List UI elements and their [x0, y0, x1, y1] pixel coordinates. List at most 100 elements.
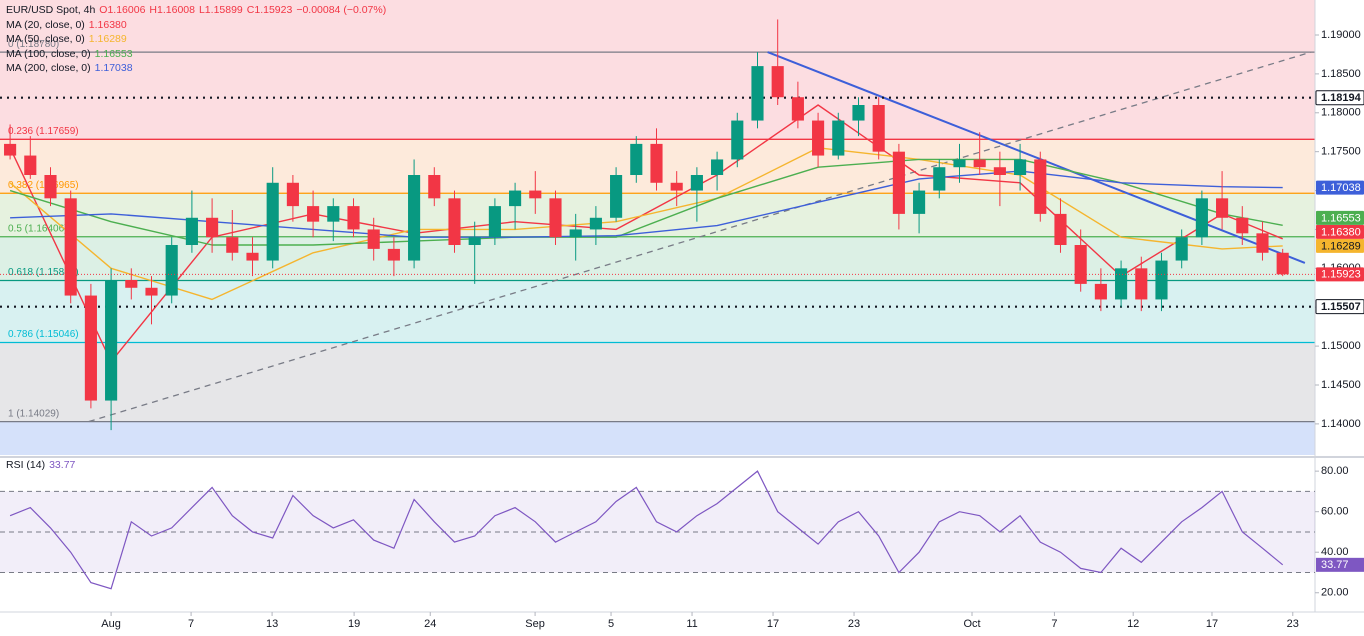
- candle-body: [630, 143, 643, 175]
- rsi-title: RSI (14): [6, 459, 46, 471]
- y-tick-label: 60.00: [1321, 506, 1349, 518]
- legend-name: MA (50, close, 0): [6, 33, 85, 46]
- candle-body: [307, 206, 320, 222]
- candle-body: [105, 280, 118, 401]
- candle-body: [408, 175, 421, 261]
- x-tick-label: Sep: [525, 618, 545, 630]
- candle-body: [690, 175, 703, 191]
- fib-band: [0, 236, 1315, 281]
- candle-body: [1236, 217, 1249, 234]
- candle-body: [549, 198, 562, 238]
- x-tick-label: 13: [266, 618, 278, 630]
- x-tick-label: 12: [1127, 618, 1139, 630]
- fib-label: 0.382 (1.16965): [8, 180, 79, 191]
- candle-body: [1195, 198, 1208, 238]
- candle-body: [812, 120, 825, 156]
- x-tick-label: 23: [1287, 618, 1299, 630]
- candle-body: [327, 206, 340, 222]
- ohlc-label: C1.15923: [246, 4, 293, 16]
- x-tick-label: 7: [1051, 618, 1057, 630]
- candle-body: [1256, 233, 1269, 253]
- candle-body: [892, 151, 905, 214]
- candle-body: [832, 120, 845, 156]
- candle-body: [185, 217, 198, 245]
- legend-row: MA (50, close, 0) 1.16289: [6, 32, 390, 47]
- candle-body: [852, 105, 865, 121]
- trendline: [767, 51, 1306, 264]
- candle-body: [589, 217, 602, 230]
- y-tick-label: 1.17500: [1321, 146, 1361, 158]
- legend-value: 1.17038: [94, 62, 133, 75]
- x-tick-label: 19: [348, 618, 360, 630]
- candle-body: [226, 237, 239, 253]
- ohlc-label: H1.16008: [149, 4, 195, 16]
- candle-body: [468, 237, 481, 245]
- legend-row: MA (100, close, 0) 1.16553: [6, 47, 390, 62]
- candle-body: [1094, 283, 1107, 300]
- fib-band: [0, 342, 1315, 422]
- candle-body: [953, 159, 966, 168]
- y-tick-label: 1.19000: [1321, 29, 1361, 41]
- candle-body: [266, 182, 279, 261]
- candle-body: [145, 287, 158, 296]
- candle-body: [347, 206, 360, 230]
- fib-label: 0.236 (1.17659): [8, 126, 79, 137]
- moving-average: [9, 147, 1283, 301]
- legend-name: MA (20, close, 0): [6, 18, 85, 31]
- rsi-tag-label: 33.77: [1321, 559, 1349, 571]
- candle-body: [650, 143, 663, 183]
- ohlc-label: L1.15899: [198, 4, 243, 16]
- candle-body: [973, 159, 986, 168]
- candle-body: [1014, 159, 1027, 175]
- price-tag: [1316, 224, 1364, 239]
- candle-body: [488, 206, 501, 238]
- candle-body: [367, 229, 380, 249]
- fib-band: [0, 421, 1315, 455]
- candle-body: [428, 175, 441, 199]
- candle-body: [1155, 260, 1168, 300]
- price-tag-label: 1.15923: [1321, 269, 1361, 281]
- candle-body: [670, 182, 683, 191]
- candle-body: [448, 198, 461, 245]
- x-tick-label: 11: [686, 618, 697, 630]
- fib-label: 0 (1.18780): [8, 39, 59, 50]
- change-label: −0.00084 (−0.07%): [296, 4, 387, 16]
- symbol-title: EUR/USD Spot, 4h: [6, 4, 96, 16]
- candle-body: [1175, 237, 1188, 261]
- candle-body: [509, 190, 522, 207]
- candle-body: [44, 175, 57, 199]
- fib-label: 0.786 (1.15046): [8, 329, 79, 340]
- rsi-legend: RSI (14) 33.77: [6, 459, 79, 471]
- price-tag-label: 1.17038: [1321, 182, 1361, 194]
- candle-body: [84, 295, 97, 401]
- legend-name: MA (200, close, 0): [6, 62, 91, 75]
- candle-body: [731, 120, 744, 160]
- ohlc-label: O1.16006: [99, 4, 146, 16]
- legend-value: 1.16380: [88, 18, 127, 31]
- candle-body: [4, 143, 17, 156]
- candle-body: [1054, 213, 1067, 245]
- fib-label: 1 (1.14029): [8, 408, 59, 419]
- candle-body: [933, 167, 946, 191]
- candle-body: [206, 217, 219, 238]
- price-tag: [1316, 180, 1364, 195]
- moving-average: [9, 104, 1283, 363]
- candle-body: [1135, 268, 1148, 300]
- x-tick-label: Oct: [963, 618, 980, 630]
- candle-body: [246, 252, 259, 261]
- candle-body: [569, 229, 582, 238]
- price-tag-label: 1.16289: [1321, 240, 1361, 252]
- moving-average: [10, 170, 1283, 238]
- price-tag-label: 1.15507: [1321, 301, 1361, 313]
- price-tag: [1315, 90, 1364, 106]
- fib-label: 0.618 (1.15844): [8, 267, 79, 278]
- legend-row: MA (20, close, 0) 1.16380: [6, 18, 390, 33]
- y-tick-label: 1.15000: [1321, 340, 1361, 352]
- y-tick-label: 20.00: [1321, 587, 1349, 599]
- candle-body: [24, 155, 37, 175]
- candle-body: [165, 245, 178, 296]
- candle-body: [711, 159, 724, 175]
- trendline: [88, 51, 1312, 423]
- legend-row: EUR/USD Spot, 4h O1.16006 H1.16008 L1.15899…: [6, 3, 390, 18]
